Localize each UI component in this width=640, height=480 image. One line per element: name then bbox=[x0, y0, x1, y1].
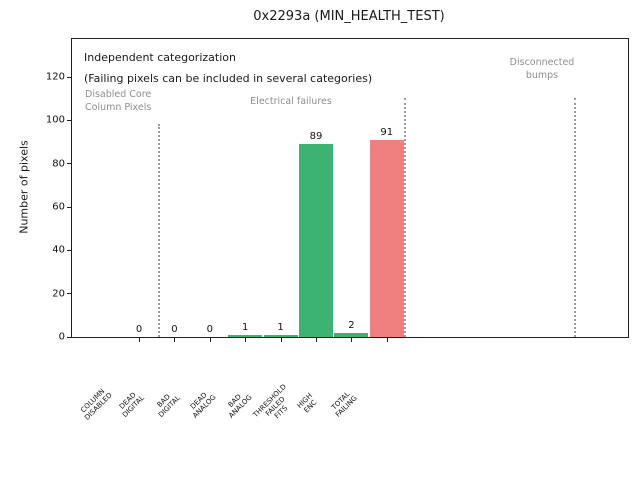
bar-value-label: 1 bbox=[277, 321, 284, 333]
independent-categorization-note: Independent categorization bbox=[84, 51, 236, 64]
x-axis-tick bbox=[351, 338, 353, 342]
x-axis-tick bbox=[245, 338, 247, 342]
section-separator-line bbox=[574, 98, 576, 337]
x-axis-tick bbox=[139, 338, 140, 342]
plot-area: 0 20 40 60 80 100 120 0 COLUMN DISABLED 0 DEAD DIGIT… bbox=[46, 38, 629, 422]
y-axis-label: Number of pixels bbox=[17, 140, 31, 234]
bar-value-label: 89 bbox=[309, 131, 323, 143]
chart-title: 0x2293a (MIN_HEALTH_TEST) bbox=[253, 9, 445, 24]
y-axis-tick-label: 80 bbox=[52, 158, 65, 170]
y-axis-tick bbox=[67, 249, 71, 251]
y-axis-tick-label: 60 bbox=[52, 201, 65, 213]
section-separator-line bbox=[158, 124, 160, 337]
x-axis-tick bbox=[280, 338, 282, 342]
bar-value-label: 0 bbox=[206, 324, 213, 335]
section-label-electrical-failures: Electrical failures bbox=[250, 96, 332, 107]
y-axis-tick bbox=[67, 336, 71, 338]
y-axis-tick bbox=[67, 119, 71, 121]
bar bbox=[228, 334, 263, 337]
bar-value-label: 2 bbox=[348, 319, 355, 331]
y-axis-tick bbox=[67, 76, 71, 78]
section-label-disabled-core: Disabled Core Column Pixels bbox=[85, 89, 152, 113]
x-axis-tick bbox=[386, 338, 388, 342]
y-axis-tick-label: 100 bbox=[45, 114, 65, 126]
y-axis-tick bbox=[67, 163, 71, 165]
x-axis-tick bbox=[316, 338, 317, 342]
y-axis-tick bbox=[67, 206, 71, 208]
y-axis-tick-label: 120 bbox=[45, 71, 65, 83]
bar-value-label: 91 bbox=[380, 126, 394, 138]
x-axis-tick bbox=[174, 338, 176, 342]
bar bbox=[369, 139, 404, 337]
bar bbox=[334, 332, 369, 337]
y-axis-tick bbox=[67, 293, 71, 295]
section-separator-line bbox=[404, 98, 406, 337]
y-axis-tick-label: 20 bbox=[52, 288, 65, 300]
y-axis-tick-label: 40 bbox=[52, 244, 65, 256]
bar-value-label: 0 bbox=[135, 324, 143, 335]
bar bbox=[299, 144, 333, 337]
bar-value-label: 1 bbox=[242, 321, 249, 333]
bar bbox=[263, 334, 298, 337]
bar-value-label: 0 bbox=[171, 324, 178, 335]
section-label-disconnected-bumps: Disconnected bumps bbox=[509, 57, 575, 81]
failing-pixels-note: (Failing pixels can be included in sever… bbox=[84, 72, 373, 85]
y-axis-tick-label: 0 bbox=[58, 331, 65, 343]
x-axis-tick bbox=[209, 338, 211, 342]
